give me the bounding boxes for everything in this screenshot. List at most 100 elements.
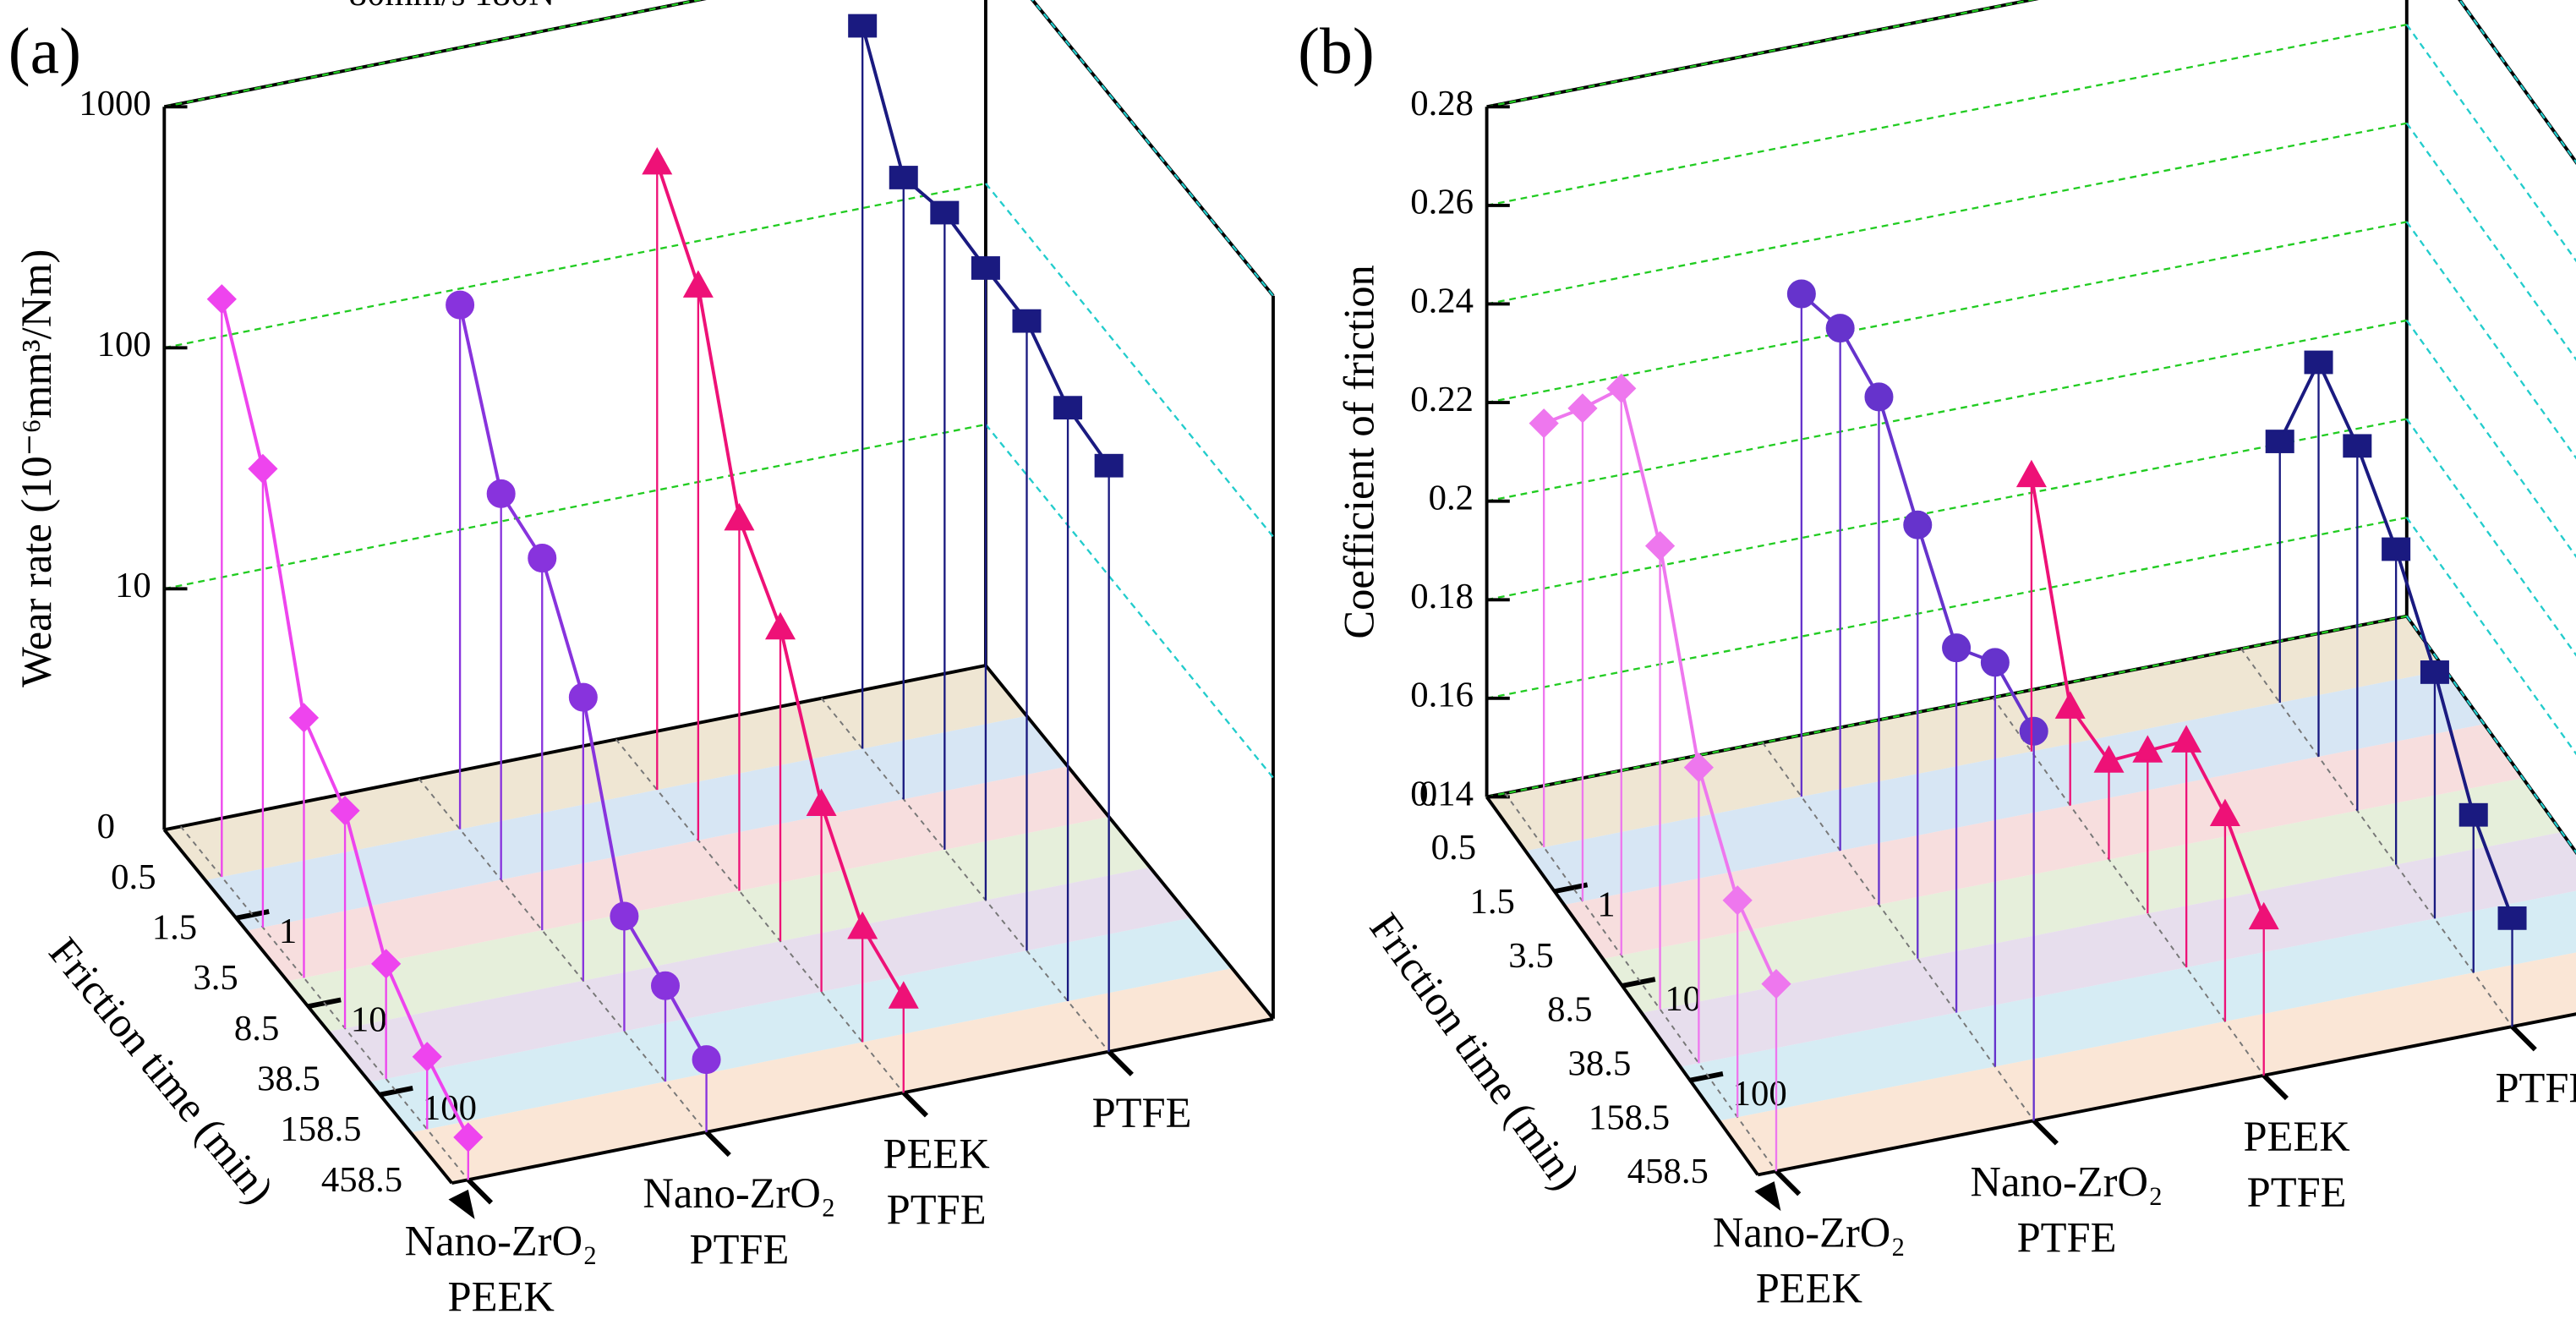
x-tick bbox=[2262, 1073, 2289, 1101]
x-tick-label: PEEK bbox=[883, 1131, 989, 1178]
marker bbox=[248, 453, 278, 485]
frame-edge bbox=[1486, 614, 2408, 799]
floor-line bbox=[418, 778, 708, 1133]
x-tick-label: Nano-ZrO₂ bbox=[1971, 1158, 2163, 1206]
depth-category-label: 1.5 bbox=[152, 907, 197, 947]
y-tick-label: 0.24 bbox=[1410, 281, 1474, 320]
depth-axis-label: Friction time (min) bbox=[40, 928, 283, 1213]
y-tick-label: 100 bbox=[97, 325, 151, 364]
depth-tick bbox=[1689, 1071, 1724, 1083]
marker bbox=[453, 1122, 484, 1153]
depth-tick bbox=[1622, 977, 1656, 988]
depth-category-label: 458.5 bbox=[321, 1160, 402, 1200]
y-tick-label: 0.2 bbox=[1429, 478, 1474, 517]
grid-line bbox=[2458, 0, 2576, 164]
marker bbox=[610, 901, 639, 931]
floor-line bbox=[820, 698, 1110, 1053]
marker bbox=[1012, 309, 1042, 333]
y-axis-label: Wear rate (10⁻⁶mm³/Nm) bbox=[13, 249, 60, 687]
floor-line bbox=[1504, 792, 1777, 1172]
marker bbox=[2382, 537, 2411, 561]
floor-band bbox=[410, 968, 1273, 1184]
floor-band bbox=[246, 766, 1109, 982]
x-tick bbox=[704, 1130, 731, 1158]
floor-band bbox=[1564, 724, 2524, 959]
y-tick-label: 0.16 bbox=[1410, 676, 1474, 715]
y-tick-label: 0.26 bbox=[1410, 183, 1474, 222]
floor-line bbox=[179, 825, 469, 1180]
panel-label: (a) bbox=[8, 14, 81, 87]
floor-band bbox=[1641, 832, 2576, 1067]
depth-tick-label: 10 bbox=[1665, 979, 1701, 1019]
marker bbox=[724, 502, 755, 531]
marker bbox=[1942, 633, 1972, 663]
marker bbox=[888, 981, 919, 1009]
grid-line bbox=[1486, 319, 2408, 502]
y-tick-label: 0.22 bbox=[1410, 380, 1474, 419]
marker bbox=[1567, 393, 1598, 424]
x-tick bbox=[901, 1091, 929, 1118]
marker bbox=[446, 290, 475, 320]
floor-band bbox=[164, 665, 1027, 881]
floor-band bbox=[1680, 890, 2576, 1121]
floor-band bbox=[287, 817, 1151, 1032]
marker bbox=[2019, 716, 2048, 746]
depth-category-label: 158.5 bbox=[1589, 1098, 1670, 1137]
panel-label: (b) bbox=[1298, 14, 1375, 87]
depth-category-label: 0.5 bbox=[1431, 828, 1476, 868]
marker bbox=[2132, 735, 2163, 763]
grid-line bbox=[985, 183, 1274, 538]
depth-category-label: 458.5 bbox=[1627, 1152, 1709, 1191]
marker bbox=[847, 912, 878, 939]
marker bbox=[1825, 314, 1855, 343]
frame-edge bbox=[2458, 0, 2576, 165]
x-tick-label: PEEK bbox=[1756, 1265, 1862, 1312]
marker bbox=[371, 949, 402, 979]
stage: 10100100000.51.53.58.538.5158.5458.51101… bbox=[8, 0, 2576, 1325]
y-tick-label: 0.18 bbox=[1410, 577, 1474, 616]
marker bbox=[764, 611, 796, 640]
grid-line bbox=[2405, 320, 2576, 559]
marker bbox=[412, 1042, 442, 1072]
marker bbox=[889, 166, 918, 189]
x-tick bbox=[2032, 1119, 2059, 1146]
x-tick-label: PTFE bbox=[2495, 1064, 2576, 1111]
x-tick bbox=[466, 1178, 494, 1205]
frame-edge bbox=[1030, 0, 1275, 298]
marker bbox=[1722, 885, 1753, 916]
grid-line bbox=[1486, 122, 2408, 305]
grid-line bbox=[164, 423, 987, 590]
y-tick-label: 1000 bbox=[79, 84, 151, 123]
depth-category-label: 0 bbox=[97, 807, 115, 846]
marker bbox=[288, 703, 320, 733]
floor-band bbox=[1486, 616, 2446, 851]
marker bbox=[2171, 725, 2202, 753]
x-tick-label: Nano-ZrO₂ bbox=[643, 1169, 835, 1217]
depth-tick-label: 100 bbox=[423, 1088, 477, 1128]
grid-line bbox=[2405, 221, 2576, 460]
marker bbox=[692, 1045, 721, 1075]
floor-band bbox=[1603, 778, 2562, 1013]
x-tick-label: PTFE bbox=[1092, 1089, 1192, 1136]
depth-category-label: 0 bbox=[1419, 774, 1437, 813]
marker bbox=[682, 270, 714, 298]
grid-line bbox=[164, 0, 703, 108]
y-axis-label: Coefficient of friction bbox=[1335, 265, 1382, 638]
x-tick-label: PTFE bbox=[1759, 1321, 1859, 1325]
marker bbox=[1980, 648, 2010, 677]
marker bbox=[2343, 434, 2372, 458]
x-tick bbox=[1774, 1169, 1802, 1196]
axis-arrow bbox=[448, 1189, 475, 1219]
frame-edge bbox=[1486, 0, 2039, 109]
marker bbox=[330, 796, 360, 826]
depth-tick-label: 1 bbox=[1597, 884, 1615, 924]
marker bbox=[2304, 350, 2333, 375]
floor-line bbox=[1992, 697, 2265, 1076]
marker bbox=[2497, 906, 2527, 930]
marker bbox=[1644, 530, 1676, 561]
marker bbox=[1903, 510, 1933, 539]
marker bbox=[2420, 660, 2449, 684]
x-tick-label: PTFE bbox=[2017, 1214, 2117, 1262]
depth-tick-label: 100 bbox=[1733, 1074, 1787, 1114]
